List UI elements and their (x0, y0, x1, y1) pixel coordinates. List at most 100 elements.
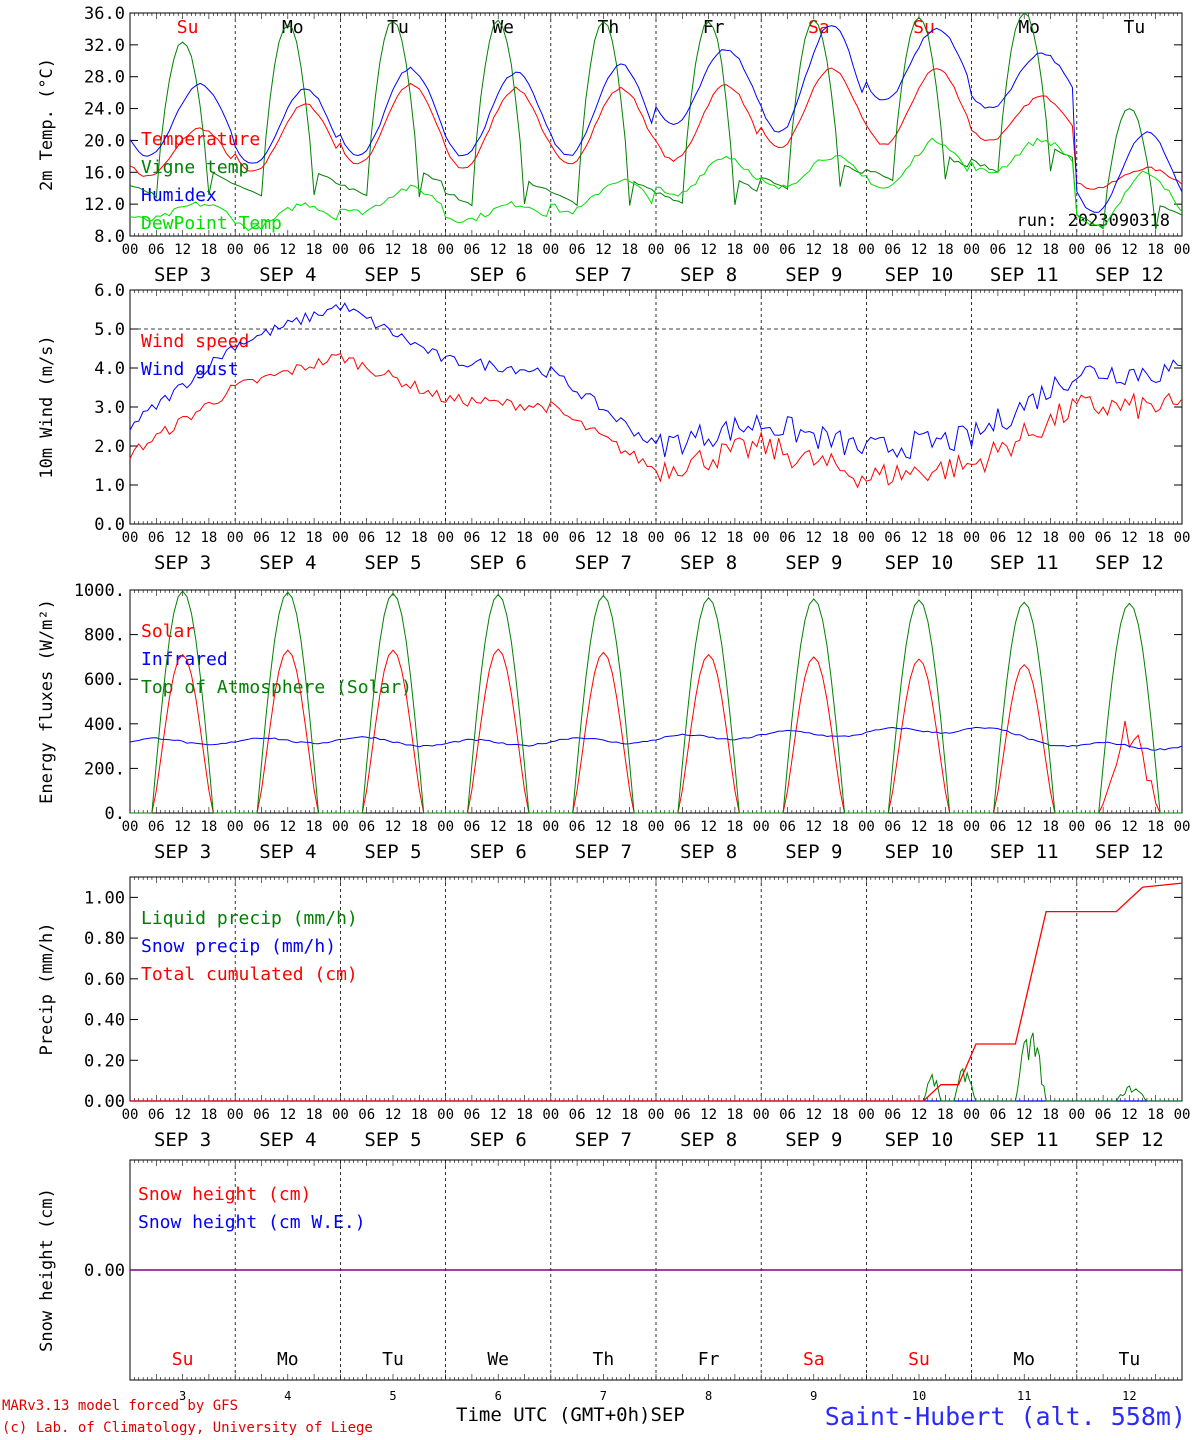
hour-tick-label: 12 (279, 1107, 296, 1123)
hour-tick-label: 12 (1121, 1107, 1138, 1123)
y-tick-label: 0.00 (84, 1261, 125, 1281)
hour-tick-label: 12 (595, 819, 612, 835)
hour-tick-label: 00 (1174, 530, 1191, 546)
hour-tick-label: 12 (1016, 530, 1033, 546)
hour-tick-label: 18 (832, 819, 849, 835)
date-label: SEP 6 (470, 841, 527, 863)
date-label: SEP 12 (1095, 552, 1164, 574)
hour-tick-label: 12 (595, 530, 612, 546)
hour-tick-label: 12 (1121, 242, 1138, 258)
hour-tick-label: 18 (516, 242, 533, 258)
date-label: SEP 12 (1095, 1129, 1164, 1151)
date-label: SEP 5 (364, 1129, 421, 1151)
model-credit: MARv3.13 model forced by GFS (2, 1398, 239, 1414)
series-wind-speed (129, 352, 1183, 489)
hour-tick-label: 06 (569, 1107, 586, 1123)
hour-tick-label: 12 (490, 530, 507, 546)
hour-tick-label: 06 (1095, 530, 1112, 546)
day-number: 7 (600, 1389, 607, 1403)
weekday-label: Fr (703, 17, 725, 38)
hour-tick-label: 06 (463, 1107, 480, 1123)
day-number: 4 (284, 1389, 291, 1403)
legend-snow-precip-mm-h-: Snow precip (mm/h) (141, 936, 336, 957)
y-tick-label: 36.0 (84, 4, 125, 24)
hour-tick-label: 00 (542, 530, 559, 546)
hour-tick-label: 00 (963, 1107, 980, 1123)
hour-tick-label: 06 (779, 1107, 796, 1123)
hour-tick-label: 12 (1016, 1107, 1033, 1123)
hour-tick-label: 06 (779, 819, 796, 835)
hour-tick-label: 18 (726, 530, 743, 546)
hour-tick-label: 12 (174, 242, 191, 258)
y-tick-label: 28.0 (84, 68, 125, 88)
date-label: SEP 7 (575, 841, 632, 863)
legend-infrared: Infrared (141, 649, 228, 670)
hour-tick-label: 12 (595, 242, 612, 258)
hour-tick-label: 06 (253, 819, 270, 835)
hour-tick-label: 00 (122, 1107, 139, 1123)
hour-tick-label: 18 (200, 242, 217, 258)
series-wind-gust (129, 302, 1183, 460)
date-label: SEP 12 (1095, 841, 1164, 863)
hour-tick-label: 12 (911, 242, 928, 258)
hour-tick-label: 06 (148, 530, 165, 546)
hour-tick-label: 00 (963, 530, 980, 546)
hour-tick-label: 06 (358, 819, 375, 835)
date-label: SEP 8 (680, 264, 737, 286)
legend-total-cumulated-cm-: Total cumulated (cm) (141, 964, 358, 985)
weekday-label-bottom: We (487, 1349, 509, 1370)
hour-tick-label: 18 (411, 1107, 428, 1123)
weekday-label: Mo (1018, 17, 1040, 38)
hour-tick-label: 12 (174, 819, 191, 835)
hour-tick-label: 00 (227, 530, 244, 546)
hour-tick-label: 18 (200, 530, 217, 546)
hour-tick-label: 06 (358, 1107, 375, 1123)
hour-tick-label: 06 (253, 1107, 270, 1123)
hour-tick-label: 12 (490, 819, 507, 835)
hour-tick-label: 18 (621, 819, 638, 835)
hour-tick-label: 06 (148, 242, 165, 258)
weekday-label-bottom: Tu (1119, 1349, 1141, 1370)
hour-tick-label: 18 (306, 819, 323, 835)
hour-tick-label: 06 (569, 242, 586, 258)
legend-dewpoint-temp: DewPoint Temp (141, 213, 282, 234)
hour-tick-label: 12 (174, 530, 191, 546)
hour-tick-label: 06 (674, 1107, 691, 1123)
hour-tick-label: 12 (385, 1107, 402, 1123)
hour-tick-label: 06 (989, 242, 1006, 258)
hour-tick-label: 18 (832, 530, 849, 546)
legend-snow-height-cm-w-e-: Snow height (cm W.E.) (138, 1212, 366, 1233)
y-axis-label: Energy fluxes (W/m²) (37, 599, 57, 804)
y-tick-label: 400. (84, 715, 125, 735)
hour-tick-label: 00 (332, 1107, 349, 1123)
series-infrared (129, 726, 1183, 751)
y-axis-label: Precip (mm/h) (37, 922, 57, 1055)
hour-tick-label: 00 (122, 819, 139, 835)
y-tick-label: 1.0 (94, 476, 125, 496)
date-label: SEP 9 (785, 1129, 842, 1151)
legend-liquid-precip-mm-h-: Liquid precip (mm/h) (141, 908, 358, 929)
y-tick-label: 0. (105, 804, 125, 824)
hour-tick-label: 06 (779, 530, 796, 546)
hour-tick-label: 12 (174, 1107, 191, 1123)
hour-tick-label: 18 (937, 819, 954, 835)
hour-tick-label: 06 (1095, 1107, 1112, 1123)
hour-tick-label: 00 (648, 819, 665, 835)
hour-tick-label: 18 (200, 1107, 217, 1123)
hour-tick-label: 00 (1068, 530, 1085, 546)
weekday-label-bottom: Mo (277, 1349, 299, 1370)
weekday-label: Tu (1124, 17, 1146, 38)
hour-tick-label: 00 (1068, 819, 1085, 835)
date-label: SEP 11 (990, 1129, 1059, 1151)
date-label: SEP 6 (470, 1129, 527, 1151)
y-tick-label: 200. (84, 759, 125, 779)
hour-tick-label: 12 (805, 242, 822, 258)
date-label: SEP 12 (1095, 264, 1164, 286)
hour-tick-label: 06 (674, 819, 691, 835)
hour-tick-label: 06 (779, 242, 796, 258)
y-tick-label: 0.40 (84, 1011, 125, 1031)
hour-tick-label: 18 (411, 819, 428, 835)
weekday-label-bottom: Su (908, 1349, 930, 1370)
date-label: SEP 9 (785, 264, 842, 286)
